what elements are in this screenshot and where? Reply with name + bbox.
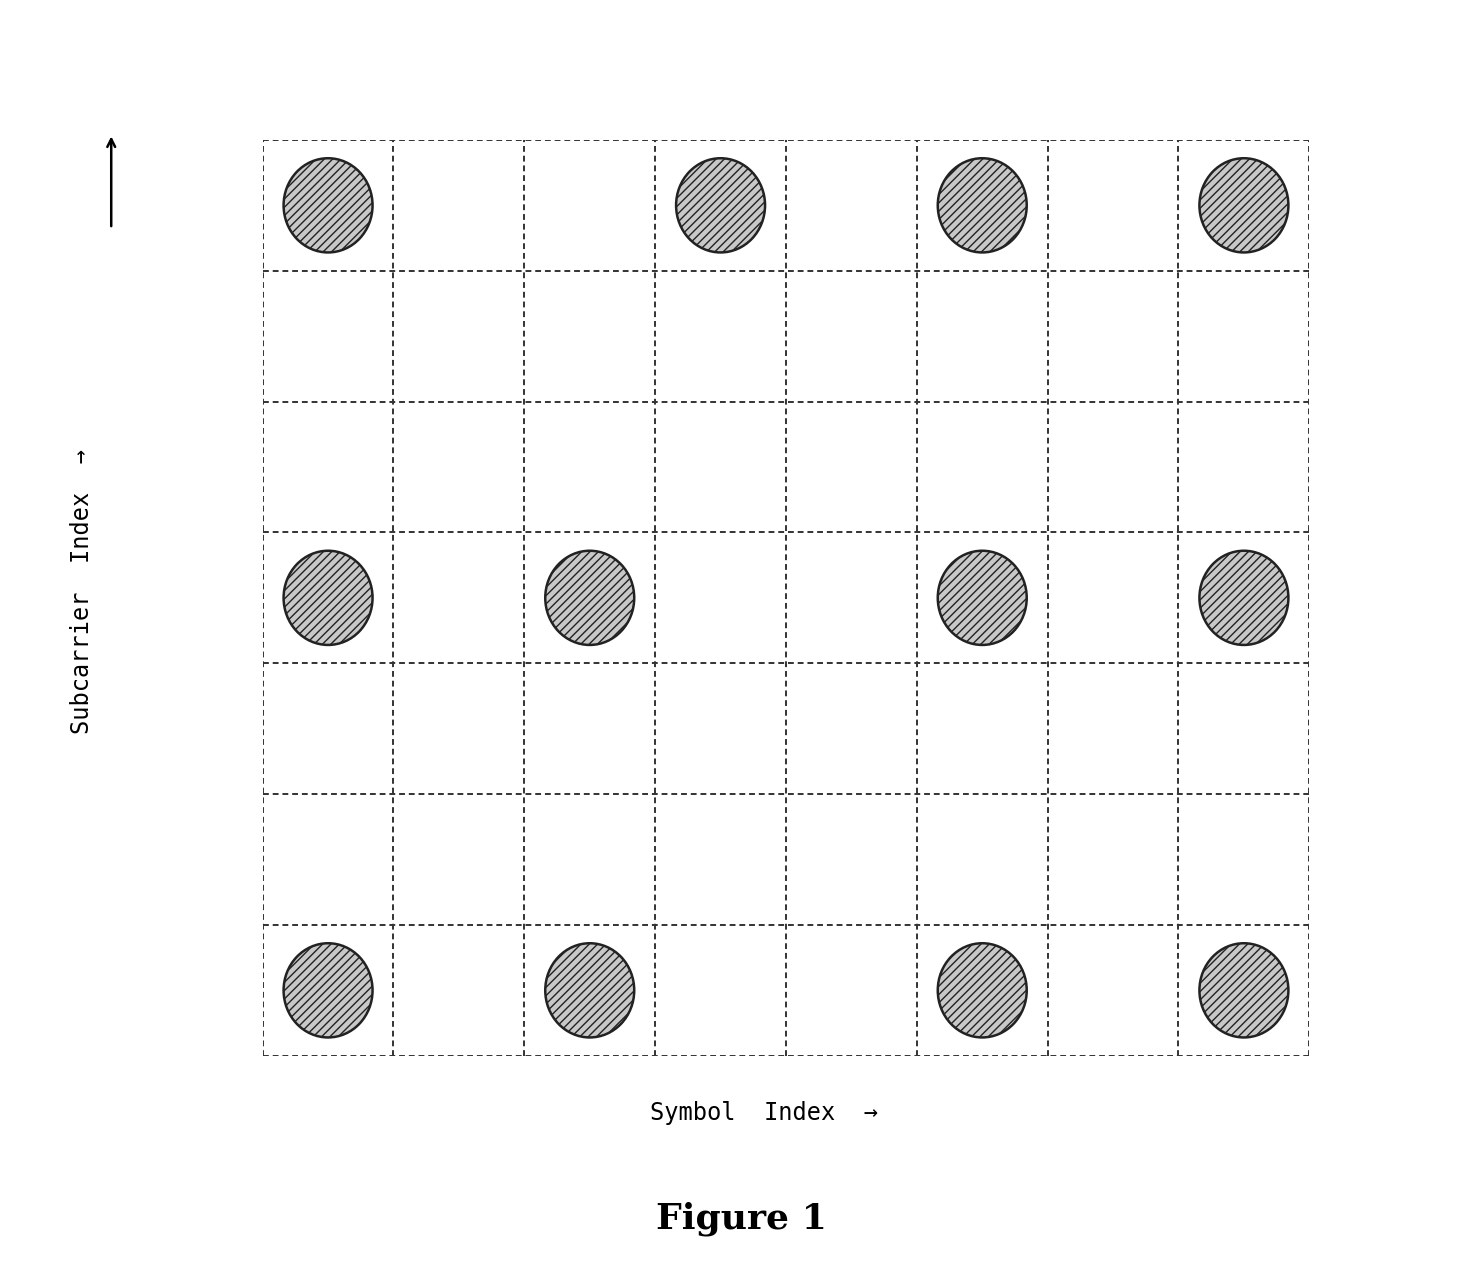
Ellipse shape [283, 551, 372, 645]
Ellipse shape [283, 944, 372, 1038]
Ellipse shape [1200, 944, 1289, 1038]
Ellipse shape [676, 158, 765, 252]
Ellipse shape [1200, 551, 1289, 645]
Text: Figure 1: Figure 1 [655, 1201, 828, 1236]
Ellipse shape [283, 158, 372, 252]
Ellipse shape [546, 944, 635, 1038]
Ellipse shape [546, 551, 635, 645]
Text: Symbol  Index  →: Symbol Index → [650, 1102, 878, 1124]
Ellipse shape [937, 551, 1026, 645]
Text: Subcarrier  Index  →: Subcarrier Index → [70, 449, 93, 734]
Ellipse shape [937, 158, 1026, 252]
Ellipse shape [937, 944, 1026, 1038]
Ellipse shape [1200, 158, 1289, 252]
